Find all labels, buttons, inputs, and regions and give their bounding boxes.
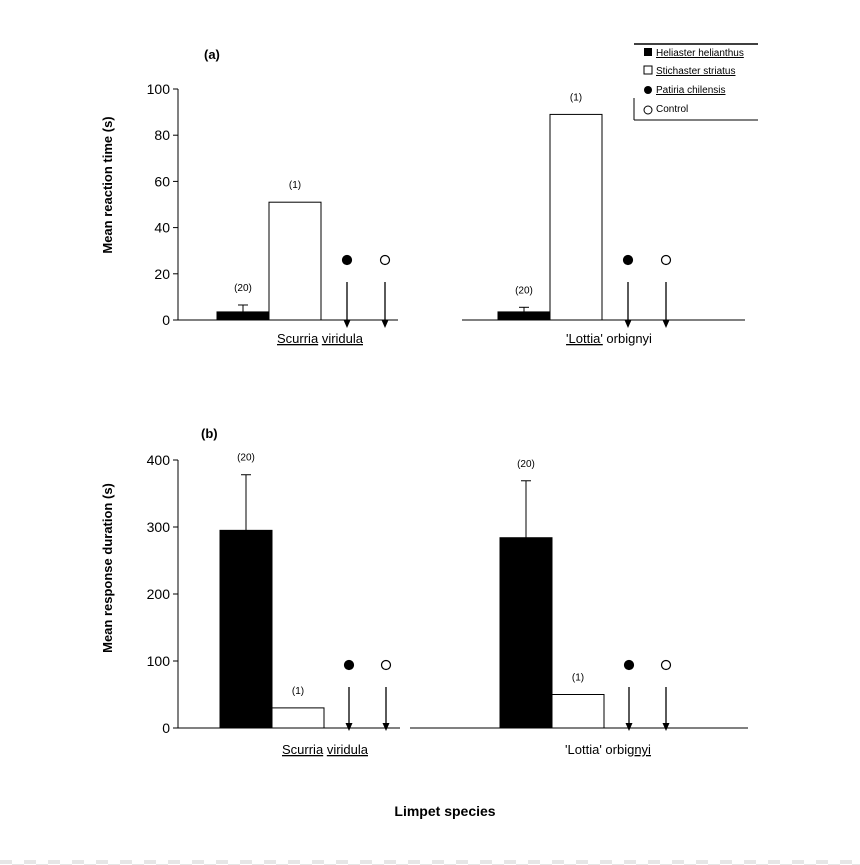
chart-marks: 0 20 40 60 80 100 (20) (1) Scurria viridula (20) (…: [147, 81, 748, 757]
panel-a-group-label-part: orbignyi: [603, 331, 652, 346]
panel-a-control-marker: [379, 254, 391, 266]
panel-a-group-label-part: Scurria: [277, 331, 319, 346]
legend-label-stichaster: Stichaster striatus: [656, 66, 735, 77]
panel-a-stichaster-bar: [268, 201, 322, 321]
panel-b-group-label-part: Scurria: [282, 742, 324, 757]
panel-a-group-label: 'Lottia' orbignyi: [566, 331, 652, 346]
panel-b-sample-size-label: (20): [517, 459, 535, 470]
panel-b-group-label: Scurria viridula: [282, 742, 369, 757]
panel-a-sample-size-label: (1): [289, 180, 301, 191]
panel-a-group-label: Scurria viridula: [277, 331, 364, 346]
panel-b-patiria-marker: [623, 659, 635, 671]
panel-b-stichaster-bar: [551, 694, 605, 729]
legend-open-circle-marker: [643, 105, 653, 115]
legend-label-control: Control: [656, 104, 688, 115]
panel-b-sample-size-label: (1): [572, 673, 584, 684]
panel-a-patiria-marker: [341, 254, 353, 266]
panel-a-y-tick-label: 80: [154, 127, 170, 143]
panel-a-no-response-arrow-head: [381, 320, 389, 328]
panel-b-no-response-arrow-head: [625, 723, 633, 731]
panel-a-no-response-arrow-head: [662, 320, 670, 328]
panel-a-no-response-arrow-head: [624, 320, 632, 328]
panel-b-y-tick-label: 400: [147, 452, 171, 468]
panel-b-sample-size-label: (1): [292, 686, 304, 697]
panel-a-heliaster-bar: [216, 311, 270, 321]
panel-b-group-label-part: 'Lottia': [565, 742, 602, 757]
panel-b-heliaster-bar: [499, 537, 553, 729]
legend: Heliaster helianthus Stichaster striatus…: [633, 43, 758, 121]
panel-b-y-tick-label: 200: [147, 586, 171, 602]
panel-a-heliaster-bar: [497, 311, 551, 321]
panel-b-stichaster-bar: [271, 707, 325, 729]
panel-a-letter: (a): [204, 47, 220, 62]
legend-filled-square-marker: [644, 48, 652, 56]
panel-b-group-label: 'Lottia' orbignyi: [565, 742, 651, 757]
panel-a-patiria-marker: [622, 254, 634, 266]
panel-b-sample-size-label: (20): [237, 453, 255, 464]
panel-b-no-response-arrow-head: [662, 723, 670, 731]
panel-b-y-tick-label: 0: [162, 720, 170, 736]
legend-label-patiria: Patiria chilensis: [656, 85, 725, 96]
panel-b-y-tick-label: 300: [147, 519, 171, 535]
panel-b-group-label-part: viridula: [327, 742, 369, 757]
panel-a-no-response-arrow-head: [343, 320, 351, 328]
panel-a-y-tick-label: 100: [147, 81, 171, 97]
legend-filled-circle-marker: [644, 86, 652, 94]
panel-a-sample-size-label: (1): [570, 92, 582, 103]
panel-a-sample-size-label: (20): [515, 285, 533, 296]
panel-b-group-label-part: gnyi: [627, 742, 651, 757]
panel-a-y-tick-label: 60: [154, 173, 170, 189]
panel-a-y-tick-label: 0: [162, 312, 170, 328]
panel-b-patiria-marker: [343, 659, 355, 671]
panel-a-group-label-part: 'Lottia': [566, 331, 603, 346]
panel-a-stichaster-bar: [549, 113, 603, 321]
panel-a-y-tick-label: 40: [154, 220, 170, 236]
figure-xlabel: Limpet species: [394, 803, 495, 819]
panel-a-control-marker: [660, 254, 672, 266]
panel-b-ylabel: Mean response duration (s): [100, 483, 115, 653]
panel-a-y-tick-label: 20: [154, 266, 170, 282]
panel-b-group-label-part: orbi: [602, 742, 627, 757]
legend-label-heliaster: Heliaster helianthus: [656, 48, 744, 59]
panel-b-heliaster-bar: [219, 529, 273, 729]
panel-a-sample-size-label: (20): [234, 283, 252, 294]
panel-b-no-response-arrow-head: [345, 723, 353, 731]
panel-a-group-label-part: viridula: [322, 331, 364, 346]
legend-open-square-marker: [643, 65, 653, 75]
panel-a-ylabel: Mean reaction time (s): [100, 116, 115, 253]
panel-b-y-tick-label: 100: [147, 653, 171, 669]
panel-b-no-response-arrow-head: [382, 723, 390, 731]
panel-b-letter: (b): [201, 426, 218, 441]
panel-b-control-marker: [660, 659, 672, 671]
panel-b-control-marker: [380, 659, 392, 671]
